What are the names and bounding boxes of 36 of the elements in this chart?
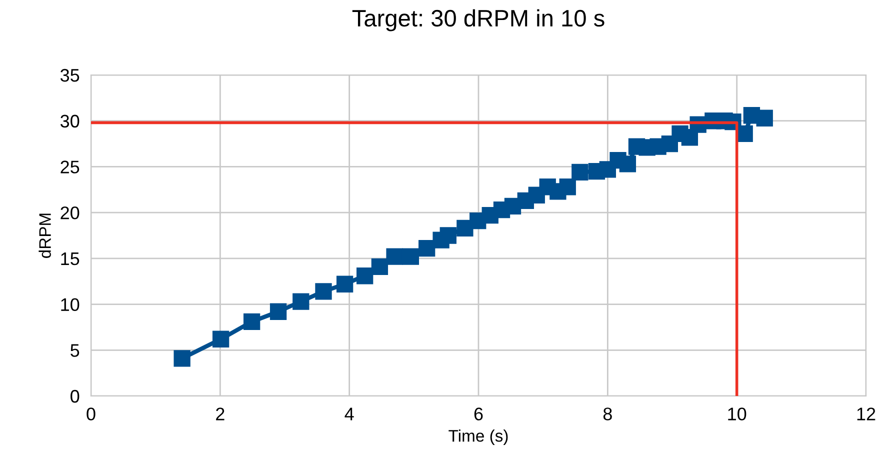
y-tick-label: 20 — [60, 206, 80, 220]
point — [174, 350, 190, 367]
point — [559, 178, 576, 196]
point — [336, 276, 354, 292]
y-tick-label: 35 — [60, 68, 80, 82]
point — [418, 240, 436, 257]
point — [315, 283, 332, 300]
chart-title: Target: 30 dRPM in 10 s — [352, 9, 604, 32]
point — [292, 293, 310, 310]
point — [386, 248, 403, 265]
point — [572, 164, 588, 181]
y-tick-label: 30 — [60, 114, 80, 128]
point — [212, 330, 230, 348]
x-tick-label: 4 — [344, 408, 354, 420]
x-tick-label: 6 — [474, 408, 483, 420]
point — [356, 268, 374, 284]
point — [243, 313, 260, 330]
y-tick-label: 10 — [61, 298, 80, 312]
point — [440, 227, 456, 244]
y-tick-label: 25 — [60, 160, 80, 174]
y-tick-label: 15 — [61, 252, 80, 266]
x-tick-label: 12 — [857, 408, 876, 420]
point — [270, 303, 287, 320]
point — [736, 125, 753, 142]
x-tick-label: 2 — [216, 408, 224, 420]
y-tick-label: 5 — [70, 344, 80, 357]
point — [371, 258, 388, 276]
x-tick-label: 0 — [86, 408, 96, 420]
x-axis-title: Time (s) — [448, 430, 508, 446]
y-tick-label: 0 — [70, 390, 80, 403]
point — [619, 156, 636, 172]
y-axis-title: dRPM — [38, 214, 51, 258]
x-tick-label: 8 — [603, 408, 612, 420]
x-tick-label: 10 — [728, 408, 746, 420]
point — [756, 110, 773, 126]
point — [402, 248, 420, 265]
